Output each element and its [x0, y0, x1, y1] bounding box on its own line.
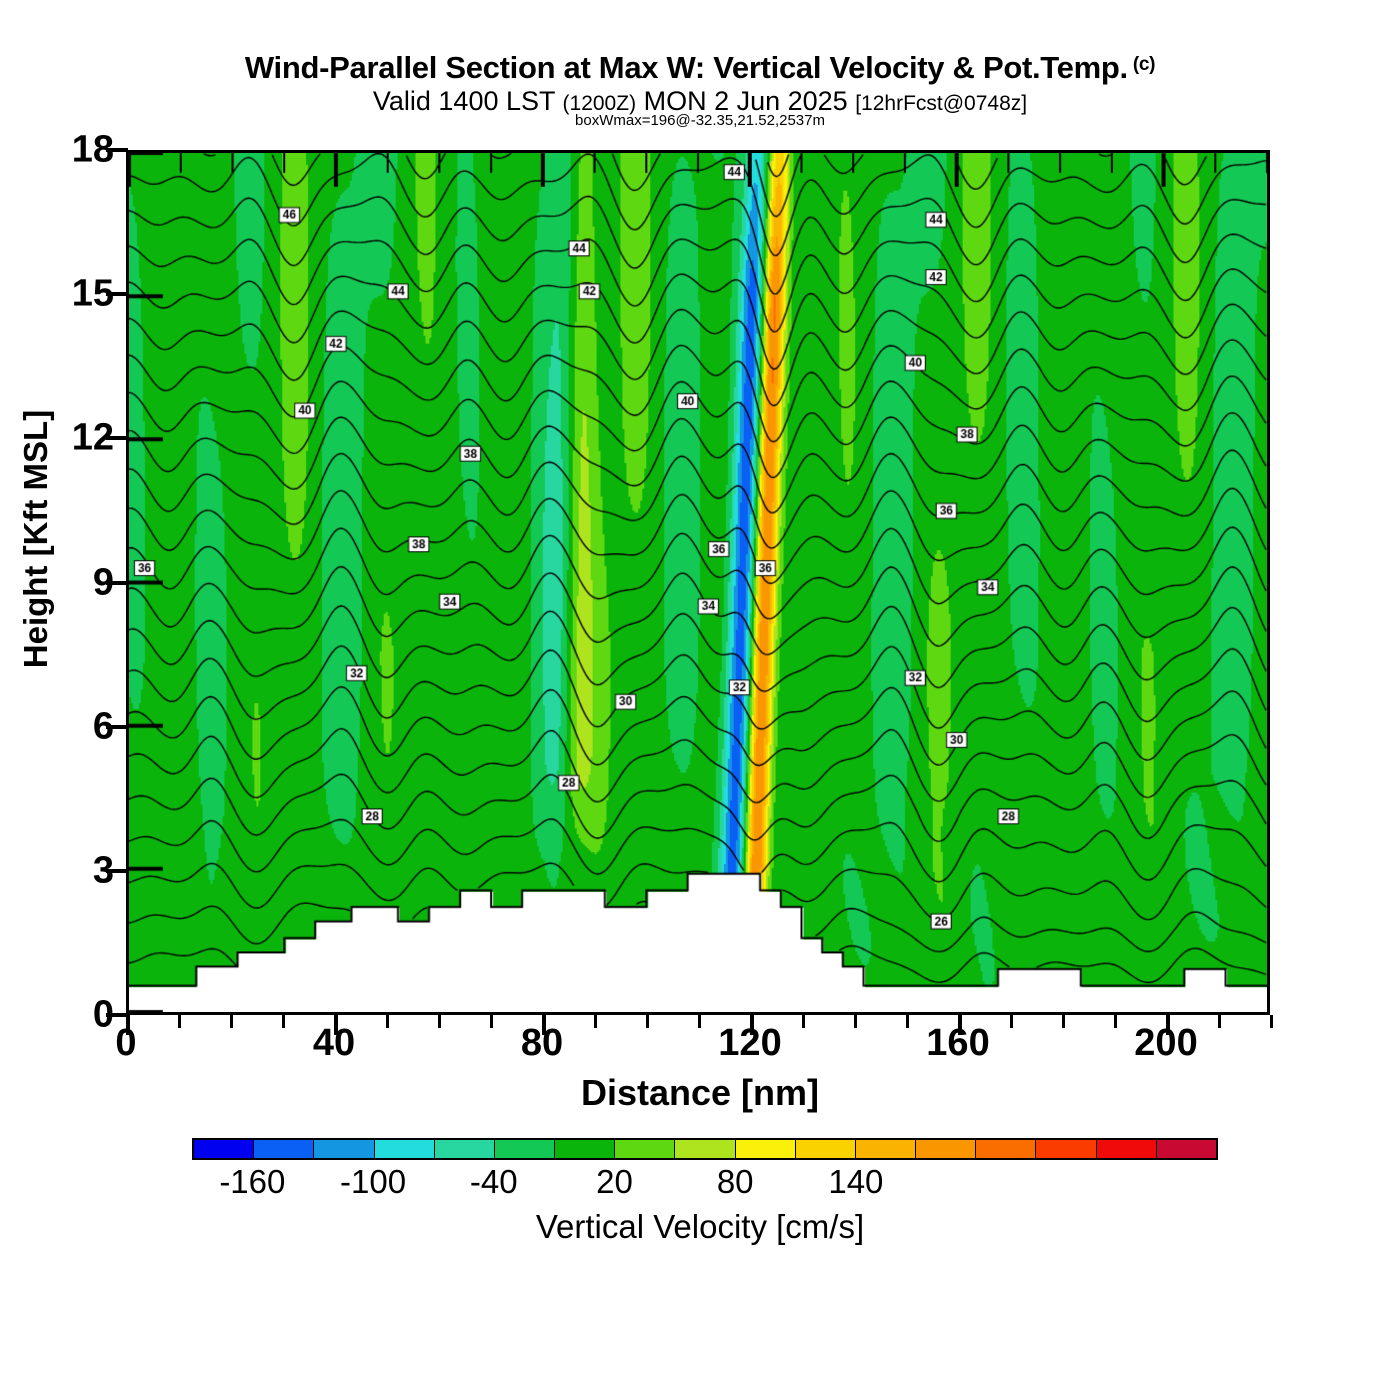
- colorbar-swatch: [1036, 1140, 1097, 1158]
- colorbar-swatch: [194, 1140, 255, 1158]
- x-tick-label: 200: [1134, 1022, 1198, 1064]
- x-tick-mark: [646, 1015, 649, 1028]
- colorbar-tick-label: -160: [219, 1163, 286, 1200]
- y-tick-label: 12: [71, 416, 114, 459]
- x-tick-mark: [490, 1015, 493, 1028]
- contour-canvas: [129, 153, 1267, 1012]
- colorbar-swatch: [916, 1140, 977, 1158]
- y-axis-label: Height [Kft MSL]: [17, 409, 54, 669]
- colorbar-swatch: [254, 1140, 315, 1158]
- x-tick-label: 0: [115, 1022, 137, 1064]
- colorbar-swatch: [374, 1140, 435, 1158]
- x-tick-mark: [698, 1015, 701, 1028]
- colorbar-tick-label: 80: [716, 1163, 754, 1200]
- forecast-tag: [12hrFcst@0748z]: [855, 92, 1028, 115]
- colorbar-tick-label: -40: [469, 1163, 518, 1200]
- x-tick-label: 40: [312, 1022, 356, 1064]
- x-tick-mark: [386, 1015, 389, 1028]
- x-tick-mark: [1114, 1015, 1117, 1028]
- x-tick-mark: [1062, 1015, 1065, 1028]
- colorbar-swatch: [735, 1140, 796, 1158]
- x-tick-mark: [542, 1015, 546, 1035]
- x-tick-mark: [230, 1015, 233, 1028]
- y-tick-mark: [106, 292, 128, 297]
- x-tick-label: 120: [718, 1022, 782, 1064]
- colorbar-swatch: [795, 1140, 856, 1158]
- x-tick-mark: [334, 1015, 338, 1035]
- x-tick-mark: [750, 1015, 754, 1035]
- y-tick-label: 3: [92, 849, 114, 892]
- x-tick-mark: [1166, 1015, 1170, 1035]
- colorbar-swatch: [494, 1140, 556, 1158]
- copyright-mark: (c): [1132, 54, 1156, 75]
- y-tick-mark: [106, 724, 128, 729]
- colorbar-swatch: [976, 1140, 1037, 1158]
- colorbar-swatch: [434, 1140, 495, 1158]
- colorbar-swatch: [855, 1140, 917, 1158]
- valid-date: MON 2 Jun 2025: [643, 86, 848, 116]
- x-axis-label: Distance [nm]: [580, 1072, 820, 1113]
- title-main-text: Wind-Parallel Section at Max W: Vertical…: [244, 50, 1128, 85]
- y-tick-mark: [106, 436, 128, 441]
- valid-prefix: Valid 1400 LST: [372, 86, 556, 116]
- colorbar-swatch: [675, 1140, 736, 1158]
- y-tick-mark: [106, 868, 128, 873]
- boxwmax-annotation: boxWmax=196@-32.35,21.52,2537m: [575, 112, 825, 129]
- x-tick-mark: [178, 1015, 181, 1028]
- colorbar: [192, 1138, 1218, 1160]
- y-tick-label: 18: [71, 128, 114, 171]
- cross-section-plot: [126, 150, 1270, 1015]
- x-tick-mark: [958, 1015, 962, 1035]
- x-tick-mark: [1270, 1015, 1273, 1028]
- colorbar-swatch: [615, 1140, 676, 1158]
- colorbar-swatch: [1156, 1140, 1216, 1158]
- y-tick-mark: [106, 580, 128, 585]
- x-tick-label: 160: [926, 1022, 990, 1064]
- colorbar-tick-label: -100: [340, 1163, 407, 1200]
- y-tick-label: 15: [71, 272, 114, 315]
- colorbar-swatch: [555, 1140, 616, 1158]
- x-tick-mark: [1218, 1015, 1221, 1028]
- y-tick-label: 9: [92, 561, 114, 603]
- x-tick-label: 80: [520, 1022, 564, 1064]
- y-tick-label: 0: [92, 993, 114, 1036]
- y-tick-label: 6: [92, 705, 114, 748]
- x-tick-mark: [594, 1015, 597, 1028]
- colorbar-swatch: [314, 1140, 375, 1158]
- x-tick-mark: [906, 1015, 909, 1028]
- x-tick-mark: [282, 1015, 285, 1028]
- colorbar-title: Vertical Velocity [cm/s]: [535, 1208, 865, 1245]
- x-tick-mark: [438, 1015, 441, 1028]
- colorbar-tick-label: 140: [828, 1163, 884, 1200]
- x-tick-mark: [1010, 1015, 1013, 1028]
- x-tick-mark: [126, 1015, 130, 1035]
- colorbar-tick-label: 20: [596, 1163, 633, 1200]
- page-title: Wind-Parallel Section at Max W: Vertical…: [0, 50, 1400, 86]
- colorbar-swatch: [1096, 1140, 1157, 1158]
- subtitle-valid-time: Valid 1400 LST (1200Z) MON 2 Jun 2025 [1…: [0, 86, 1400, 117]
- y-tick-mark: [106, 148, 128, 152]
- x-tick-mark: [854, 1015, 857, 1028]
- y-tick-mark: [106, 1013, 128, 1017]
- valid-utc: (1200Z): [562, 92, 637, 115]
- x-tick-mark: [802, 1015, 805, 1028]
